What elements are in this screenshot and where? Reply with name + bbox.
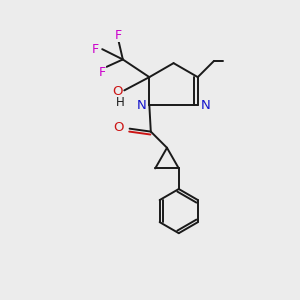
Text: N: N: [136, 99, 146, 112]
Text: O: O: [112, 85, 123, 98]
Text: H: H: [116, 96, 124, 109]
Text: O: O: [113, 121, 124, 134]
Text: N: N: [201, 99, 211, 112]
Text: F: F: [99, 66, 106, 79]
Text: F: F: [92, 43, 99, 56]
Text: F: F: [115, 28, 122, 41]
